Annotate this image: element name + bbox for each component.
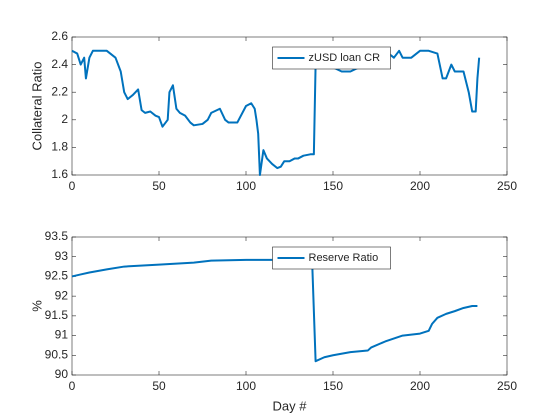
legend-box [272, 246, 391, 270]
x-tick-label: 150 [323, 179, 343, 193]
y-tick-label: 1.8 [51, 140, 68, 154]
x-axis-label: Day # [273, 398, 308, 413]
legend-label: zUSD loan CR [309, 52, 381, 64]
y-tick-label: 90 [55, 367, 69, 381]
x-tick-label: 50 [152, 379, 166, 393]
x-tick-label: 250 [497, 379, 517, 393]
x-tick-label: 200 [410, 379, 430, 393]
x-tick-label: 0 [69, 179, 76, 193]
legend-box [272, 46, 391, 70]
y-tick-label: 91.5 [45, 308, 69, 322]
x-tick-label: 100 [236, 379, 256, 393]
y-tick-label: 91 [55, 328, 69, 342]
data-line [71, 49, 481, 176]
y-axis-label: Collateral Ratio [29, 62, 44, 151]
y-tick-label: 2.6 [51, 29, 68, 43]
legend: zUSD loan CR [272, 46, 391, 70]
y-axis-label: % [29, 300, 44, 312]
y-tick-label: 93 [55, 249, 69, 263]
legend-label: Reserve Ratio [309, 252, 379, 264]
legend: Reserve Ratio [272, 246, 391, 270]
y-tick-label: 92.5 [45, 269, 69, 283]
y-tick-label: 1.6 [51, 167, 68, 181]
data-line [71, 258, 478, 363]
y-tick-label: 90.5 [45, 347, 69, 361]
x-tick-label: 150 [323, 379, 343, 393]
y-tick-label: 2.2 [51, 84, 68, 98]
y-tick-label: 92 [55, 288, 69, 302]
x-tick-label: 250 [497, 179, 517, 193]
y-tick-label: 93.5 [45, 229, 69, 243]
y-tick-label: 2.4 [51, 57, 68, 71]
x-tick-label: 50 [152, 179, 166, 193]
x-tick-label: 100 [236, 179, 256, 193]
x-tick-label: 200 [410, 179, 430, 193]
y-tick-label: 2 [61, 112, 68, 126]
x-tick-label: 0 [69, 379, 76, 393]
